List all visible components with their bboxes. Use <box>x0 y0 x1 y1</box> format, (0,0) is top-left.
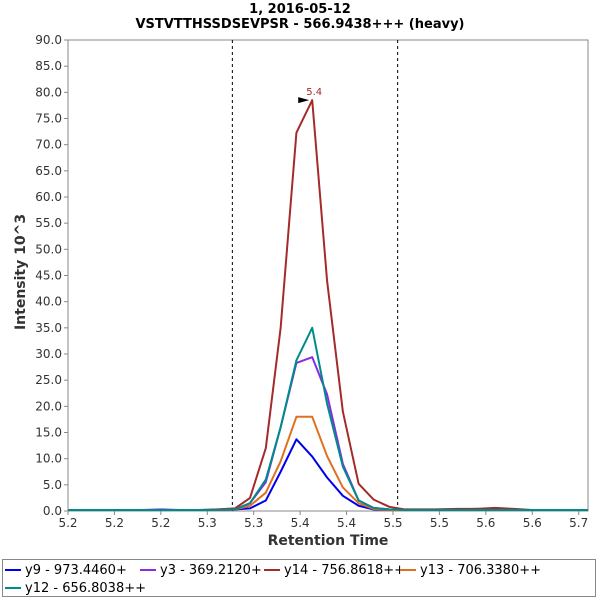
x-tick-label: 5.2 <box>151 516 170 530</box>
y-tick-label: 30.0 <box>35 347 62 361</box>
legend-item: y12 - 656.8038++ <box>5 579 146 597</box>
y-tick-label: 15.0 <box>35 426 62 440</box>
legend-swatch <box>140 569 156 571</box>
x-tick-label: 5.6 <box>476 516 495 530</box>
y-tick-label: 85.0 <box>35 59 62 73</box>
y-tick-label: 45.0 <box>35 269 62 283</box>
legend-label: y12 - 656.8038++ <box>25 580 147 596</box>
legend-swatch <box>5 569 21 571</box>
legend-item: y3 - 369.2120+ <box>140 561 262 579</box>
x-tick-label: 5.3 <box>198 516 217 530</box>
legend-swatch <box>5 587 21 589</box>
series-lines <box>68 99 588 511</box>
y-tick-label: 5.0 <box>43 478 62 492</box>
legend-item: y9 - 973.4460+ <box>5 561 127 579</box>
x-tick-label: 5.7 <box>569 516 588 530</box>
x-tick-label: 5.2 <box>105 516 124 530</box>
chart-subtitle: VSTVTTHSSDSEVPSR - 566.9438+++ (heavy) <box>136 17 465 32</box>
x-tick-label: 5.2 <box>58 516 77 530</box>
series-line-y12 <box>68 326 588 511</box>
legend-swatch <box>400 569 416 571</box>
integration-boundaries <box>231 40 399 511</box>
y-axis-ticks: 0.0 5.0 10.0 15.0 20.0 25.0 30.0 35.0 40.0 45.0 50… <box>35 33 68 518</box>
peak-annotation: 5.4 <box>298 87 322 104</box>
y-tick-label: 65.0 <box>35 164 62 178</box>
x-tick-label: 5.5 <box>430 516 449 530</box>
y-tick-label: 10.0 <box>35 452 62 466</box>
y-tick-label: 40.0 <box>35 295 62 309</box>
x-axis-label: Retention Time <box>268 533 389 549</box>
x-tick-label: 5.4 <box>291 516 310 530</box>
y-tick-label: 75.0 <box>35 112 62 126</box>
legend-label: y14 - 756.8618++ <box>284 562 406 578</box>
y-tick-label: 60.0 <box>35 190 62 204</box>
y-tick-label: 20.0 <box>35 399 62 413</box>
y-tick-label: 35.0 <box>35 321 62 335</box>
x-tick-label: 5.4 <box>337 516 356 530</box>
peak-marker <box>298 97 310 104</box>
x-tick-label: 5.5 <box>383 516 402 530</box>
legend-label: y13 - 706.3380++ <box>420 562 542 578</box>
peak-label: 5.4 <box>306 87 322 98</box>
x-axis-ticks: 5.2 5.2 5.2 5.3 5.3 5.4 5.4 5.5 5.5 5.6 5.6 5.7 <box>58 511 588 530</box>
y-axis-label: Intensity 10^3 <box>13 214 29 330</box>
x-tick-label: 5.6 <box>523 516 542 530</box>
y-tick-label: 90.0 <box>35 33 62 47</box>
legend-label: y9 - 973.4460+ <box>25 562 127 578</box>
x-tick-label: 5.3 <box>244 516 263 530</box>
y-tick-label: 70.0 <box>35 138 62 152</box>
y-tick-label: 25.0 <box>35 373 62 387</box>
y-tick-label: 55.0 <box>35 216 62 230</box>
chart-title: 1, 2016-05-12 <box>249 2 351 17</box>
y-tick-label: 0.0 <box>43 504 62 518</box>
legend-item: y14 - 756.8618++ <box>264 561 405 579</box>
legend: y9 - 973.4460+ y3 - 369.2120+ y14 - 756.86… <box>2 559 596 597</box>
y-tick-label: 80.0 <box>35 85 62 99</box>
legend-item: y13 - 706.3380++ <box>400 561 541 579</box>
y-tick-label: 50.0 <box>35 242 62 256</box>
legend-swatch <box>264 569 280 571</box>
legend-label: y3 - 369.2120+ <box>160 562 262 578</box>
plot-area <box>67 39 589 512</box>
